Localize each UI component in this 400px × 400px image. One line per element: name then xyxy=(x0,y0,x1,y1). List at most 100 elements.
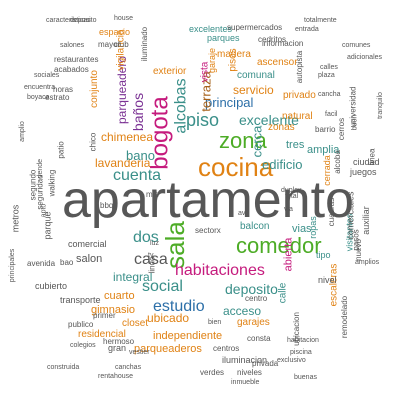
word-cloud-term: deposito xyxy=(70,16,97,24)
word-cloud-term: ropas xyxy=(307,215,318,239)
word-cloud-term: comedor xyxy=(236,233,322,258)
word-cloud-term: social xyxy=(142,278,183,295)
word-cloud-term: conjunto xyxy=(88,70,100,108)
word-cloud-term: espacio xyxy=(99,26,131,37)
word-cloud-term: ubicado xyxy=(147,311,190,325)
word-cloud-term: duplex xyxy=(281,186,302,194)
word-cloud-term: principal xyxy=(205,94,254,110)
word-cloud-term: bano xyxy=(126,147,155,163)
word-cloud-term: dos xyxy=(133,229,159,246)
word-cloud-term: facil xyxy=(325,110,338,118)
word-cloud-term: colegios xyxy=(70,341,96,349)
word-cloud-term: encuentra xyxy=(24,83,56,91)
word-cloud-term: piscina xyxy=(290,348,312,356)
word-cloud-term: exclusivo xyxy=(277,356,306,364)
word-cloud-term: salones xyxy=(60,41,85,49)
word-cloud-term: house xyxy=(114,14,134,22)
word-cloud-term: privada xyxy=(252,359,279,368)
word-cloud-term: via xyxy=(284,205,293,213)
word-cloud-term: habitaciones xyxy=(175,262,265,279)
word-cloud-term: excelentes xyxy=(189,23,233,34)
word-cloud-term: total xyxy=(285,192,299,200)
word-cloud-term: cerca xyxy=(249,125,265,157)
word-cloud-term: deposito xyxy=(225,281,278,297)
word-cloud-term: balcon xyxy=(240,221,270,232)
word-cloud-term: baños xyxy=(130,92,147,132)
word-cloud-term: remodelado xyxy=(340,295,350,339)
word-cloud-term: amplio xyxy=(18,120,26,142)
word-cloud-term: madera xyxy=(217,49,251,60)
word-cloud-term: pisos xyxy=(227,48,239,72)
word-cloud-term: sectorx xyxy=(195,226,221,235)
word-cloud-term: calle xyxy=(276,282,288,304)
word-cloud-term: hermoso xyxy=(103,337,135,346)
word-cloud-term: plaza xyxy=(318,71,335,79)
word-cloud-term: autopista xyxy=(295,50,305,84)
word-cloud-term: chico xyxy=(87,132,97,152)
word-cloud-term: closet xyxy=(122,318,149,329)
word-cloud-term: totalmente xyxy=(304,16,337,24)
word-cloud-term: alcobas xyxy=(172,78,190,134)
word-cloud-term: vias xyxy=(292,222,312,235)
word-cloud-term: mayor xyxy=(98,40,121,49)
word-cloud-term: niveles xyxy=(237,368,262,377)
word-cloud-term: linea xyxy=(366,148,376,166)
word-cloud-term: calles xyxy=(320,63,338,71)
word-cloud-term: metros xyxy=(10,204,21,232)
word-cloud-term: independiente xyxy=(153,329,223,342)
word-cloud-term: natural xyxy=(282,111,313,122)
word-cloud-term: cancha xyxy=(318,90,341,98)
word-cloud-term: avenida xyxy=(27,259,56,268)
word-cloud-term: centros xyxy=(213,344,240,353)
word-cloud-term: lavanderia xyxy=(95,156,151,170)
word-cloud-term: bbq xyxy=(100,201,114,210)
word-cloud-term: buen xyxy=(351,114,359,130)
word-cloud-term: consta xyxy=(247,334,271,343)
word-cloud-term: chimenea xyxy=(101,130,154,144)
word-cloud-term: sociales xyxy=(34,71,60,79)
word-cloud-term: auxiliar xyxy=(360,205,371,235)
word-cloud-term: salon xyxy=(76,252,103,265)
word-cloud-term: mts xyxy=(146,190,159,199)
word-cloud-term: cuenta xyxy=(113,167,162,184)
word-cloud-term: excelente xyxy=(239,112,299,128)
word-cloud-term: edificio xyxy=(262,156,303,172)
word-cloud-term: acabados xyxy=(54,65,89,74)
word-cloud-term: alcoba xyxy=(332,150,342,174)
word-cloud-term: servicio xyxy=(233,83,274,97)
word-cloud-term: verdes xyxy=(200,368,225,377)
word-cloud-term: parqueaderos xyxy=(134,342,202,355)
word-cloud-term: construida xyxy=(47,363,80,371)
word-cloud-term: piso xyxy=(186,110,220,130)
word-cloud-term: boyaca xyxy=(27,93,50,101)
word-cloud-term: apartamento xyxy=(62,171,354,229)
word-cloud-term: principales xyxy=(8,248,16,282)
word-cloud-term: gimnasio xyxy=(91,303,136,316)
word-cloud-term: canchas xyxy=(115,363,142,371)
word-cloud-term: iluminacion xyxy=(222,354,268,365)
word-cloud-term: habitacion xyxy=(287,336,319,344)
word-cloud-term: tv xyxy=(148,251,154,259)
word-cloud-term: garajes xyxy=(237,317,270,328)
word-cloud-term: cuarto xyxy=(104,289,135,302)
word-cloud-term: vestier xyxy=(129,348,150,356)
word-cloud-term: zonas xyxy=(268,122,295,133)
word-cloud-term: walking xyxy=(46,169,56,197)
word-cloud-term: estudio xyxy=(153,298,205,315)
word-cloud-term: restaurantes xyxy=(54,55,99,64)
word-cloud-term: primer xyxy=(93,311,116,320)
word-cloud-term: rentahouse xyxy=(98,372,134,380)
word-cloud-term: supermercados xyxy=(227,23,283,32)
word-cloud-term: residencial xyxy=(78,329,126,340)
word-cloud-term: horas xyxy=(53,85,74,94)
word-cloud-term: cuadras xyxy=(327,197,337,227)
word-cloud-term: garaje xyxy=(206,47,217,73)
word-cloud-term: tres xyxy=(286,138,305,151)
word-cloud-term: amplios xyxy=(355,258,380,266)
word-cloud-term: tipo xyxy=(316,249,331,260)
word-cloud-term: entrada xyxy=(295,25,319,33)
word-cloud-term: cubierto xyxy=(35,280,68,291)
word-cloud-term: buenas xyxy=(294,373,317,381)
word-cloud-term: patio xyxy=(56,141,66,159)
